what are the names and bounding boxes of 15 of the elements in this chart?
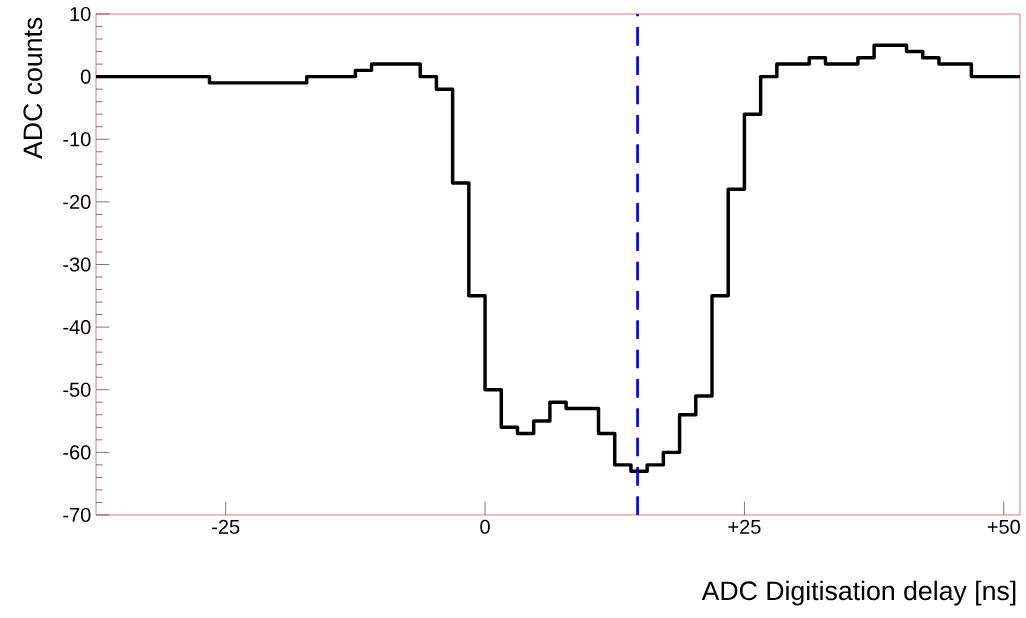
x-tick-label: 0 (480, 519, 490, 534)
y-tick-label: 10 (70, 6, 91, 22)
y-tick-label: -20 (63, 194, 91, 209)
x-tick-label: +25 (728, 519, 761, 534)
y-tick-label: -70 (63, 507, 91, 523)
y-tick-label: 0 (80, 69, 91, 84)
x-tick-label: -25 (212, 519, 240, 534)
y-tick-label: -40 (63, 320, 91, 335)
y-axis-title: ADC counts (23, 17, 43, 159)
y-tick-label: -50 (63, 382, 91, 397)
x-tick-label: +50 (987, 519, 1020, 534)
y-tick-label: -60 (63, 445, 91, 460)
x-axis-title: ADC Digitisation delay [ns] (701, 580, 1016, 606)
y-tick-label: -30 (63, 257, 91, 272)
y-tick-label: -10 (63, 132, 91, 147)
